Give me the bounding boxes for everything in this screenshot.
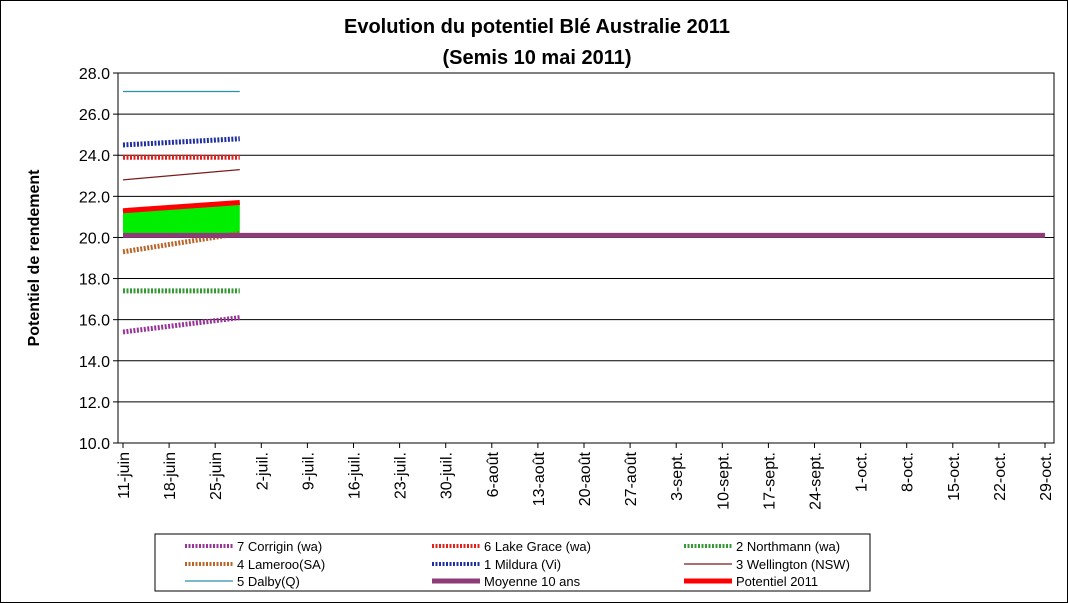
legend-entry-label: 3 Wellington (NSW)	[736, 557, 850, 572]
grid-layer	[118, 113, 1054, 403]
x-tick-label: 8-oct.	[900, 452, 917, 492]
legend-entry-label: 6 Lake Grace (wa)	[484, 539, 591, 554]
x-tick-label: 9-juil.	[300, 452, 317, 490]
x-tick-label: 17-sept.	[761, 452, 778, 510]
x-tick-label: 20-août	[577, 451, 594, 506]
chart-subtitle: (Semis 10 mai 2011)	[442, 47, 631, 69]
legend-entry-label: Moyenne 10 ans	[484, 574, 581, 589]
legend-entry-label: Potentiel 2011	[736, 574, 818, 589]
legend-entry-label: 5 Dalby(Q)	[237, 574, 300, 589]
legend-entry-label: 1 Mildura (Vi)	[484, 557, 561, 572]
x-tick-label: 13-août	[531, 451, 548, 506]
x-tick-label: 3-sept.	[669, 452, 686, 501]
y-tick-label: 14.0	[79, 354, 110, 371]
x-tick-label: 22-oct.	[992, 452, 1009, 501]
series-line-9	[122, 200, 240, 214]
x-tick-label: 6-août	[485, 451, 502, 497]
y-tick-label: 18.0	[79, 272, 110, 289]
y-tick-label: 20.0	[79, 230, 110, 247]
y-tick-label: 24.0	[79, 148, 110, 165]
x-tick-label: 15-oct.	[946, 452, 963, 501]
legend-entry-label: 7 Corrigin (wa)	[237, 539, 322, 554]
y-tick-label: 26.0	[79, 107, 110, 124]
x-tick-label: 24-sept.	[808, 452, 825, 510]
legend: 7 Corrigin (wa) 6 Lake Grace (wa) 2 Northm…	[154, 533, 871, 592]
x-tick-label: 10-sept.	[715, 452, 732, 510]
y-tick-label: 10.0	[79, 436, 110, 453]
x-tick-label: 2-juil.	[254, 452, 271, 490]
x-tick-label: 16-juil.	[347, 452, 364, 499]
y-tick-label: 16.0	[79, 313, 110, 330]
y-tick-label: 28.0	[79, 66, 110, 83]
legend-entries: 7 Corrigin (wa) 6 Lake Grace (wa) 2 Northm…	[185, 539, 850, 589]
plot-area-border	[117, 72, 1055, 444]
legend-entry-label: 4 Lameroo(SA)	[237, 557, 325, 572]
x-tick-label: 11-juin	[116, 452, 133, 499]
x-tick-label: 30-juil.	[439, 452, 456, 499]
legend-entry-label: 2 Northmann (wa)	[736, 539, 840, 554]
series-line-5	[122, 136, 240, 148]
y-axis-label: Potentiel de rendement	[26, 169, 43, 347]
series-line-1	[122, 315, 241, 335]
x-tick-label: 25-juin	[208, 452, 225, 500]
legend-box	[154, 533, 871, 592]
y-tick-labels: 10.0 12.0 14.0 16.0 18.0 20.0 22.0 24.0 26.0 28.0	[79, 66, 118, 453]
series-line-6	[122, 169, 240, 181]
x-tick-label: 1-oct.	[854, 452, 871, 492]
x-tick-label: 27-août	[623, 451, 640, 506]
x-tick-labels: 11-juin 18-juin 25-juin 2-juil. 9-juil. 16-ju…	[116, 443, 1055, 510]
y-tick-label: 12.0	[79, 395, 110, 412]
series-layer	[122, 90, 1045, 335]
x-tick-label: 29-oct.	[1038, 452, 1055, 501]
chart-title: Evolution du potentiel Blé Australie 201…	[344, 16, 730, 38]
x-tick-label: 18-juin	[162, 452, 179, 500]
y-tick-label: 22.0	[79, 189, 110, 206]
x-tick-label: 23-juil.	[393, 452, 410, 499]
